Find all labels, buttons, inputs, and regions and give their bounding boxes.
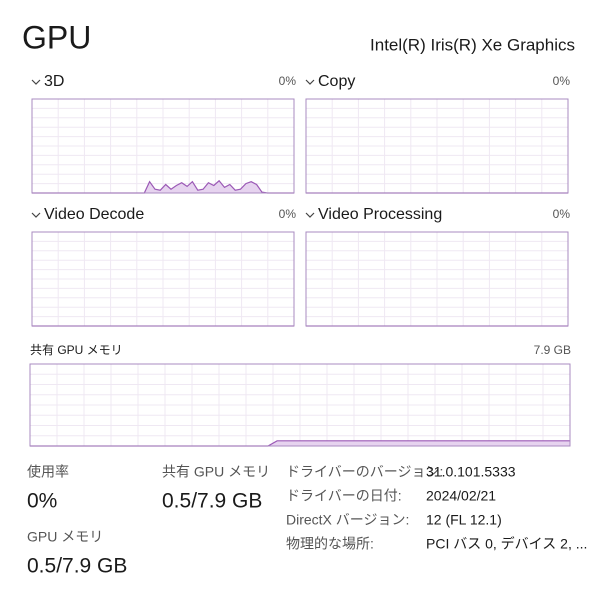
property-label: 物理的な場所: [286, 536, 374, 552]
stat-label: 共有 GPU メモリ [162, 464, 270, 480]
graph-border [29, 363, 571, 447]
usage-area [32, 180, 294, 193]
adapter-name: Intel(R) Iris(R) Xe Graphics [370, 35, 575, 54]
graph-reading: 0% [553, 74, 571, 88]
graph-reading: 0% [553, 207, 571, 221]
graph-reading: 0% [279, 74, 297, 88]
graph-border [31, 98, 295, 194]
property-value: PCI バス 0, デバイス 2, ... [426, 536, 587, 552]
property-value: 31.0.101.5333 [426, 464, 516, 480]
property-label: DirectX バージョン: [286, 512, 409, 528]
graph-reading: 0% [279, 207, 297, 221]
graph-label: 3D [44, 73, 64, 90]
graph-label: Video Decode [44, 206, 144, 223]
collapse-chevron [305, 79, 315, 85]
property-label: ドライバーの日付: [286, 488, 402, 504]
page-title: GPU [22, 19, 91, 55]
stat-value: 0.5/7.9 GB [162, 490, 262, 513]
property-value: 2024/02/21 [426, 488, 496, 504]
graph-reading: 7.9 GB [534, 343, 571, 357]
usage-area [30, 440, 570, 446]
graph-border [305, 231, 569, 327]
collapse-chevron [31, 212, 41, 218]
property-label: ドライバーのバージョン: [286, 464, 443, 480]
property-value: 12 (FL 12.1) [426, 512, 502, 528]
graph-label: Copy [318, 73, 355, 90]
graph-border [31, 231, 295, 327]
stat-label: GPU メモリ [27, 529, 103, 545]
collapse-chevron [31, 79, 41, 85]
stat-value: 0% [27, 490, 57, 513]
stat-value: 0.5/7.9 GB [27, 555, 127, 578]
stat-label: 使用率 [27, 464, 69, 480]
collapse-chevron [305, 212, 315, 218]
graph-label: 共有 GPU メモリ [30, 343, 123, 357]
graph-label: Video Processing [318, 206, 442, 223]
graph-border [305, 98, 569, 194]
